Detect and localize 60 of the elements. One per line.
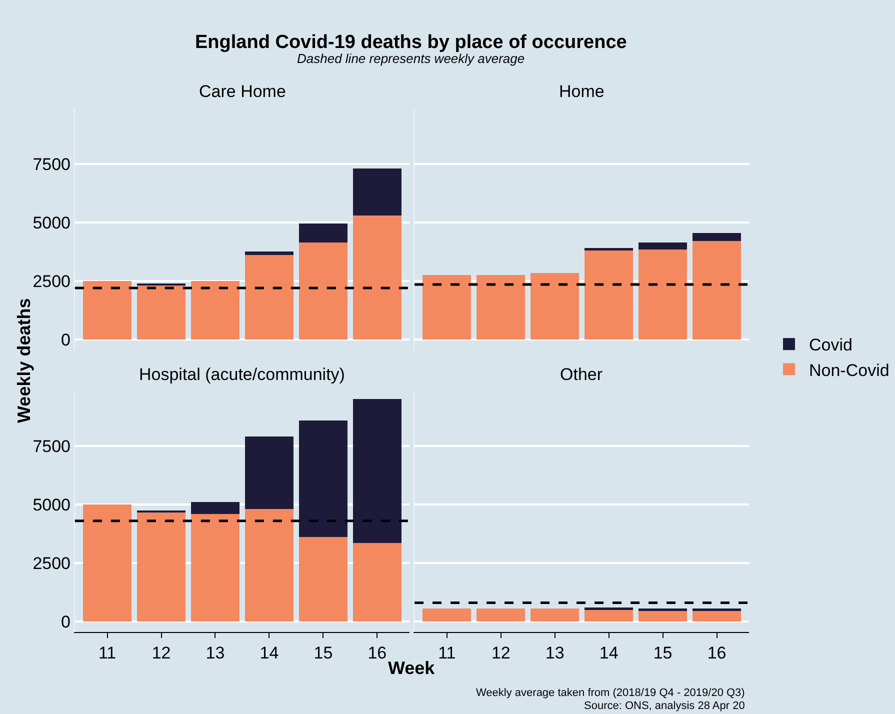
- bar: [244, 436, 294, 510]
- x-tick-label: 15: [314, 643, 333, 662]
- x-tick-label: 14: [599, 643, 618, 662]
- bar: [244, 255, 294, 340]
- x-axis-title: Week: [388, 658, 436, 678]
- bar: [298, 224, 348, 242]
- chart-subtitle: Dashed line represents weekly average: [297, 51, 525, 66]
- bar: [638, 242, 688, 250]
- y-tick-label: 7500: [32, 436, 71, 456]
- x-tick-label: 11: [98, 643, 116, 662]
- bar: [422, 275, 472, 340]
- text: Care Home: [199, 82, 286, 101]
- bar: [692, 241, 742, 340]
- bar: [136, 512, 186, 622]
- x-tick-label: 15: [653, 643, 672, 662]
- bar: [244, 509, 294, 622]
- x-tick-label: 16: [707, 643, 726, 662]
- x-tick-label: 13: [545, 643, 564, 662]
- bar: [190, 280, 240, 340]
- bar: [244, 252, 294, 256]
- x-tick-label: 11: [438, 643, 456, 662]
- bar: [584, 248, 634, 251]
- bar: [638, 249, 688, 340]
- bar: [83, 280, 132, 340]
- x-tick-label: 14: [260, 643, 279, 662]
- text: Home: [559, 82, 604, 101]
- y-axis-title: Weekly deaths: [14, 298, 34, 423]
- bar: [190, 514, 240, 622]
- legend-label: Non-Covid: [809, 360, 890, 380]
- bar: [136, 286, 186, 340]
- bar: [692, 233, 742, 242]
- bar: [584, 250, 634, 340]
- bar: [298, 420, 348, 538]
- bar: [476, 275, 526, 340]
- y-tick-label: 5000: [32, 495, 71, 514]
- text: Weekly average taken from (2018/19 Q4 - 2019/20 Q3): [476, 687, 745, 699]
- bar: [352, 168, 402, 216]
- legend-label: Covid: [809, 336, 852, 355]
- bar: [352, 543, 402, 622]
- x-tick-label: 13: [206, 643, 225, 662]
- bar: [298, 537, 348, 622]
- y-tick-label: 0: [61, 330, 71, 350]
- y-tick-label: 5000: [32, 213, 71, 232]
- text: Hospital (acute/community): [139, 365, 345, 384]
- bar: [190, 502, 240, 514]
- bar: [83, 504, 132, 622]
- bar: [298, 242, 348, 340]
- x-tick-label: 16: [368, 643, 387, 662]
- y-tick-label: 7500: [32, 154, 71, 174]
- bar: [530, 272, 580, 340]
- bar: [352, 399, 402, 544]
- bar: [352, 215, 402, 340]
- y-tick-label: 0: [61, 612, 71, 632]
- x-tick-label: 12: [491, 643, 510, 662]
- text: Other: [560, 365, 603, 384]
- source-note: Source: ONS, analysis 28 Apr 20: [584, 700, 745, 712]
- y-tick-label: 2500: [32, 554, 71, 573]
- x-tick-label: 12: [152, 643, 171, 662]
- y-tick-label: 2500: [32, 272, 71, 291]
- chart-title: England Covid-19 deaths by place of occurence: [195, 32, 627, 53]
